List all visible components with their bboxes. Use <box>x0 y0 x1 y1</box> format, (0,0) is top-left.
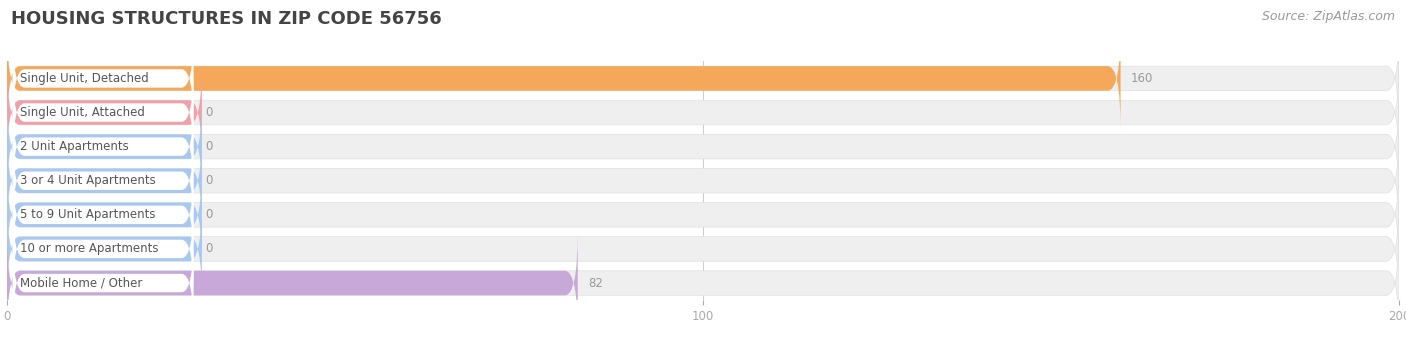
FancyBboxPatch shape <box>7 232 578 334</box>
FancyBboxPatch shape <box>7 62 1399 163</box>
FancyBboxPatch shape <box>7 198 1399 300</box>
Text: 0: 0 <box>205 208 212 221</box>
FancyBboxPatch shape <box>13 166 194 264</box>
FancyBboxPatch shape <box>13 234 194 332</box>
FancyBboxPatch shape <box>13 64 194 161</box>
Text: 10 or more Apartments: 10 or more Apartments <box>20 242 157 255</box>
Text: 2 Unit Apartments: 2 Unit Apartments <box>20 140 128 153</box>
FancyBboxPatch shape <box>7 164 1399 266</box>
FancyBboxPatch shape <box>7 28 1121 129</box>
FancyBboxPatch shape <box>7 164 202 266</box>
FancyBboxPatch shape <box>7 62 202 163</box>
FancyBboxPatch shape <box>7 96 1399 197</box>
Text: HOUSING STRUCTURES IN ZIP CODE 56756: HOUSING STRUCTURES IN ZIP CODE 56756 <box>11 10 441 28</box>
Text: 3 or 4 Unit Apartments: 3 or 4 Unit Apartments <box>20 174 155 187</box>
FancyBboxPatch shape <box>13 98 194 195</box>
Text: Single Unit, Detached: Single Unit, Detached <box>20 72 148 85</box>
Text: 0: 0 <box>205 242 212 255</box>
FancyBboxPatch shape <box>7 232 1399 334</box>
FancyBboxPatch shape <box>7 130 1399 232</box>
Text: 82: 82 <box>588 277 603 290</box>
FancyBboxPatch shape <box>13 132 194 229</box>
FancyBboxPatch shape <box>7 96 202 197</box>
Text: 0: 0 <box>205 106 212 119</box>
Text: Source: ZipAtlas.com: Source: ZipAtlas.com <box>1261 10 1395 23</box>
Text: Mobile Home / Other: Mobile Home / Other <box>20 277 142 290</box>
Text: 5 to 9 Unit Apartments: 5 to 9 Unit Apartments <box>20 208 155 221</box>
FancyBboxPatch shape <box>13 200 194 298</box>
Text: 160: 160 <box>1130 72 1153 85</box>
Text: Single Unit, Attached: Single Unit, Attached <box>20 106 145 119</box>
FancyBboxPatch shape <box>7 130 202 232</box>
Text: 0: 0 <box>205 174 212 187</box>
Text: 0: 0 <box>205 140 212 153</box>
FancyBboxPatch shape <box>7 28 1399 129</box>
FancyBboxPatch shape <box>13 30 194 127</box>
FancyBboxPatch shape <box>7 198 202 300</box>
